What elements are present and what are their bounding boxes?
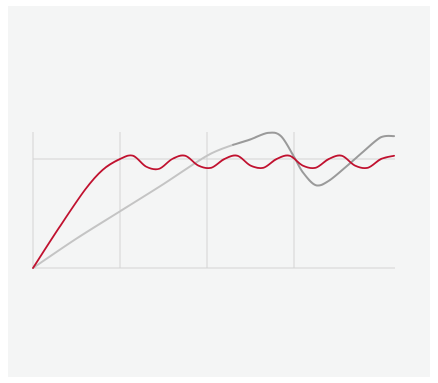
series-line-2 xyxy=(32,143,235,269)
series-line-1 xyxy=(32,154,395,269)
chart-series xyxy=(32,131,396,269)
chart-panel xyxy=(8,6,430,377)
series-line-3 xyxy=(232,131,396,187)
